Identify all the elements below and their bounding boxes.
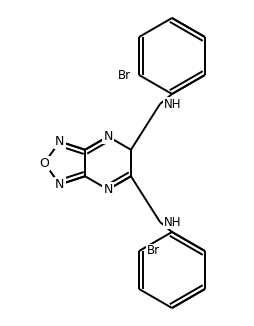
Text: N: N <box>103 130 112 143</box>
Text: Br: Br <box>118 68 131 82</box>
Text: N: N <box>103 183 112 196</box>
Text: NH: NH <box>163 215 181 229</box>
Text: NH: NH <box>163 97 181 111</box>
Text: N: N <box>55 178 64 191</box>
Text: O: O <box>39 156 49 170</box>
Text: N: N <box>55 135 64 148</box>
Text: Br: Br <box>147 244 160 258</box>
